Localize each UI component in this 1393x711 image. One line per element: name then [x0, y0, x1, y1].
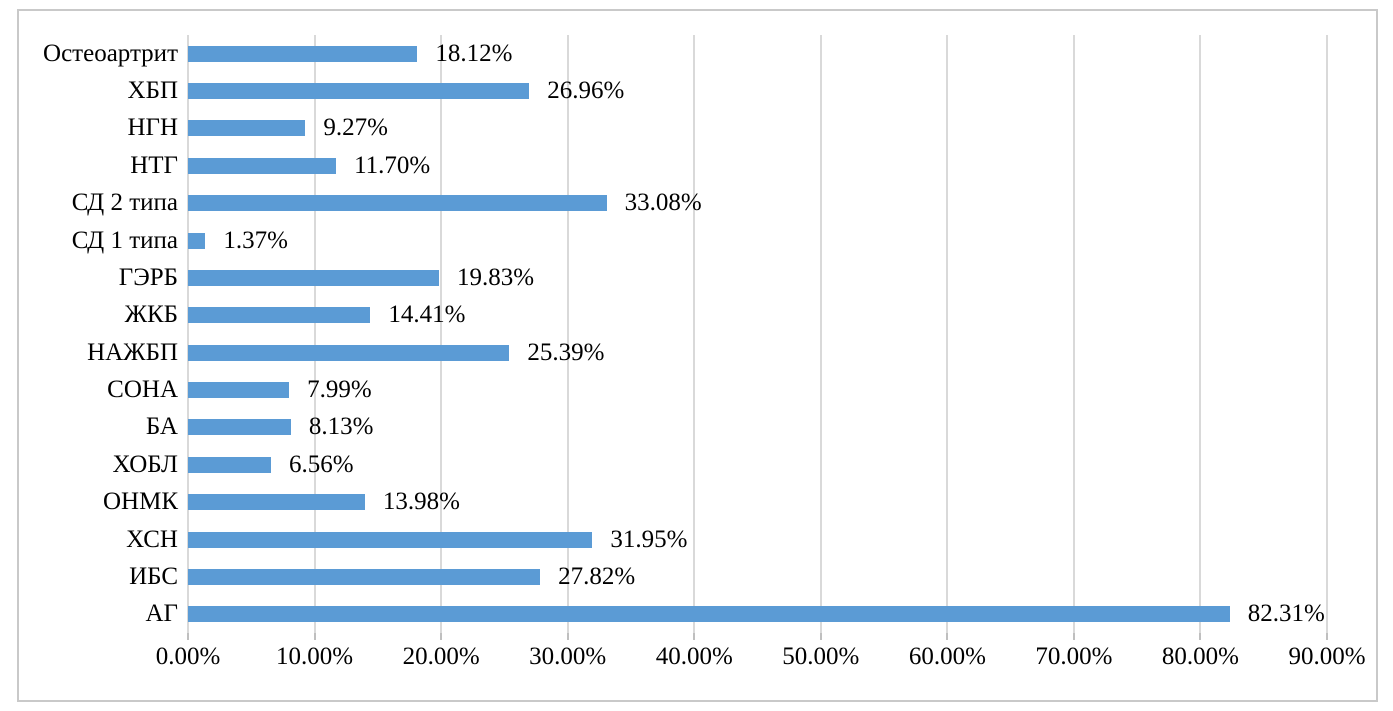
- category-label: ИБС: [129, 562, 178, 590]
- bar-value-label: 33.08%: [624, 189, 702, 217]
- bar-value-label: 31.95%: [610, 525, 688, 553]
- category-label: НАЖБП: [87, 338, 178, 366]
- x-axis-tick-label: 0.00%: [155, 643, 221, 670]
- category-label: НТГ: [130, 151, 178, 179]
- bar: [188, 269, 439, 286]
- axis-tickmark: [1072, 633, 1075, 640]
- gridline: [1072, 35, 1075, 633]
- x-axis-tick-label: 40.00%: [655, 643, 733, 670]
- gridline: [566, 35, 569, 633]
- axis-tickmark: [1326, 633, 1329, 640]
- category-label: ХСН: [126, 525, 178, 553]
- category-label: СД 1 типа: [71, 226, 178, 254]
- bar: [188, 83, 530, 100]
- x-axis-tick-label: 10.00%: [276, 643, 354, 670]
- x-axis-tick-label: 20.00%: [402, 643, 480, 670]
- bar: [188, 419, 291, 436]
- category-label: ОНМК: [102, 488, 178, 516]
- bar-value-label: 19.83%: [456, 263, 535, 291]
- gridline: [693, 35, 696, 633]
- axis-tickmark: [693, 633, 696, 640]
- bar: [188, 531, 593, 548]
- bar: [188, 382, 290, 399]
- axis-tickmark: [313, 633, 316, 640]
- bar-value-label: 8.13%: [308, 413, 374, 441]
- bar: [188, 307, 371, 324]
- axis-tickmark: [1199, 633, 1202, 640]
- category-label: Остеоартрит: [43, 39, 178, 67]
- bar: [188, 120, 306, 137]
- bar: [188, 45, 418, 62]
- bar: [188, 232, 206, 249]
- gridline: [819, 35, 822, 633]
- gridline: [440, 35, 443, 633]
- bar-value-label: 13.98%: [382, 488, 460, 516]
- axis-tickmark: [440, 633, 443, 640]
- category-label: ХОБЛ: [112, 450, 178, 478]
- gridline: [1326, 35, 1329, 633]
- bar: [188, 494, 365, 511]
- gridline: [1199, 35, 1202, 633]
- bar-value-label: 1.37%: [223, 226, 288, 254]
- x-axis-tick-label: 30.00%: [529, 643, 607, 670]
- bar-value-label: 26.96%: [547, 77, 625, 105]
- x-axis-tick-label: 90.00%: [1288, 643, 1366, 670]
- bar-value-label: 27.82%: [558, 562, 636, 590]
- gridline: [313, 35, 316, 633]
- category-label: НГН: [127, 114, 178, 142]
- axis-tickmark: [566, 633, 569, 640]
- gridline: [187, 35, 189, 633]
- category-label: АГ: [145, 600, 178, 628]
- bar: [188, 568, 541, 585]
- x-axis-tick-label: 60.00%: [908, 643, 986, 670]
- x-axis-tick-label: 50.00%: [782, 643, 860, 670]
- x-axis-tick-label: 80.00%: [1161, 643, 1239, 670]
- bar-value-label: 7.99%: [307, 376, 372, 404]
- axis-tickmark: [946, 633, 949, 640]
- gridline: [946, 35, 949, 633]
- bar-value-label: 9.27%: [323, 114, 388, 142]
- category-label: БА: [145, 413, 178, 441]
- category-label: СД 2 типа: [71, 189, 178, 217]
- axis-tickmark: [819, 633, 822, 640]
- bar-value-label: 82.31%: [1247, 600, 1325, 628]
- bar: [188, 157, 337, 174]
- category-label: ХБП: [127, 77, 178, 105]
- category-label: ГЭРБ: [118, 263, 178, 291]
- bar: [188, 606, 1230, 623]
- bar: [188, 195, 607, 212]
- axis-tickmark: [187, 633, 189, 640]
- bar: [188, 344, 510, 361]
- bar-value-label: 25.39%: [527, 338, 605, 366]
- bar-value-label: 11.70%: [354, 151, 431, 179]
- bar-value-label: 6.56%: [289, 450, 354, 478]
- bar-value-label: 18.12%: [435, 39, 513, 67]
- bar-value-label: 14.41%: [388, 301, 466, 329]
- category-label: ЖКБ: [124, 301, 178, 329]
- bar: [188, 456, 272, 473]
- category-label: СОНА: [107, 376, 178, 404]
- x-axis-tick-label: 70.00%: [1035, 643, 1113, 670]
